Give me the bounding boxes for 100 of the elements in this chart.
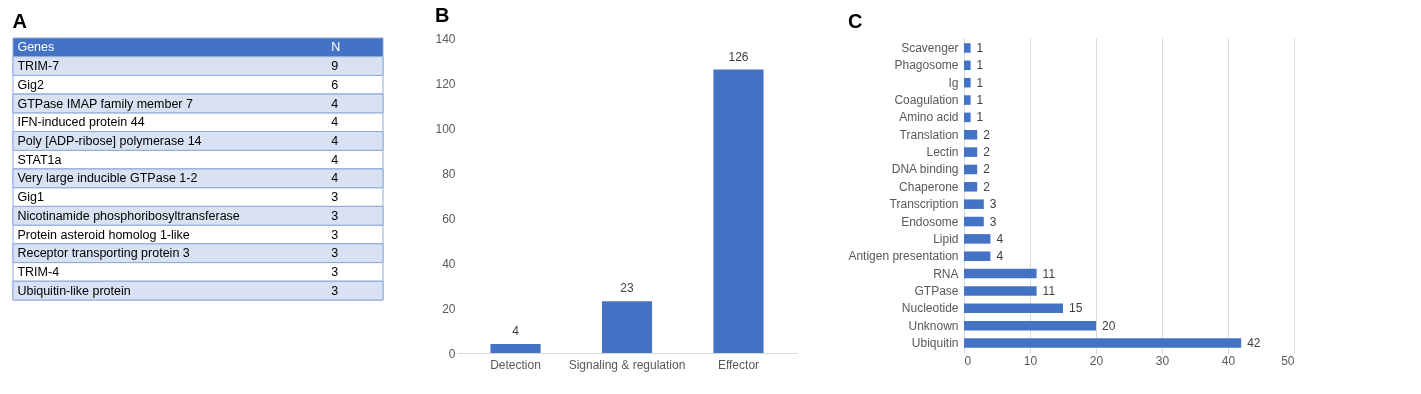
y-tick-label: Phagosome [894, 58, 959, 73]
category-label: TRIM-7 [17, 59, 60, 74]
text: Genes [17, 40, 55, 55]
data-label: 126 [728, 49, 749, 64]
y-tick-label: Amino acid [899, 110, 959, 125]
data-label: 3 [331, 227, 339, 242]
bar [964, 43, 971, 53]
bar [964, 268, 1037, 279]
bar [964, 199, 984, 209]
y-tick-label: 20 [442, 301, 456, 316]
data-label: 4 [331, 96, 339, 111]
x-tick-label: 0 [964, 353, 972, 368]
data-label: 2 [983, 127, 991, 142]
bar [964, 77, 971, 88]
bar [964, 234, 991, 244]
category-label: Receptor transporting protein 3 [17, 246, 190, 261]
bar [964, 164, 978, 175]
data-label: 3 [331, 246, 339, 261]
bar [964, 286, 1037, 296]
y-tick-label: Antigen presentation [848, 249, 959, 264]
y-tick-label: Translation [899, 127, 959, 142]
category-label: Gig2 [17, 77, 44, 92]
category-label: IFN-induced protein 44 [17, 115, 145, 130]
bar [964, 147, 978, 157]
chart-title: B [434, 4, 450, 26]
bar [490, 344, 541, 353]
bar [964, 129, 978, 140]
x-tick-label: 10 [1023, 353, 1038, 368]
data-label: 3 [331, 190, 339, 205]
category-label: Poly [ADP-ribose] polymerase 14 [17, 133, 202, 148]
x-tick-label: 30 [1155, 353, 1170, 368]
data-label: 4 [512, 324, 520, 338]
x-tick-label: 50 [1281, 353, 1295, 368]
data-label: 4 [331, 171, 339, 186]
data-label: 4 [331, 152, 339, 167]
data-label: 3 [989, 197, 997, 212]
y-tick-label: Lipid [933, 231, 959, 246]
x-tick-label: 40 [1221, 353, 1236, 368]
data-label: 3 [989, 214, 997, 229]
bar [964, 338, 1242, 348]
text: A [12, 9, 27, 32]
bar [964, 182, 978, 192]
y-tick-label: Ubiquitin [911, 336, 959, 351]
bar [601, 301, 653, 353]
category-label: TRIM-4 [17, 264, 60, 279]
y-tick-label: 40 [442, 256, 456, 271]
y-tick-label: 60 [442, 211, 456, 226]
y-tick-label: 80 [442, 166, 456, 181]
category-label: Ubiquitin-like protein [17, 283, 131, 298]
category-label: Nicotinamide phosphoribosyltransferase [17, 208, 240, 223]
category-label: GTPase IMAP family member 7 [17, 96, 193, 111]
data-label: 1 [976, 110, 984, 125]
y-tick-label: Endosome [901, 214, 959, 229]
category-label: STAT1a [17, 152, 62, 167]
bar [964, 60, 971, 71]
x-tick-label: Signaling & regulation [568, 357, 686, 372]
bar [964, 303, 1063, 314]
data-label: 1 [976, 93, 984, 108]
data-label: 3 [331, 283, 339, 298]
bar [964, 320, 1096, 331]
category-label: Very large inducible GTPase 1-2 [17, 171, 198, 186]
y-tick-label: 120 [435, 76, 456, 91]
data-label: 4 [996, 231, 1004, 246]
y-tick-label: DNA binding [891, 162, 959, 177]
y-tick-label: Coagulation [894, 93, 959, 108]
data-label: 4 [331, 133, 339, 148]
data-label: 20 [1102, 318, 1116, 333]
data-label: 15 [1069, 301, 1083, 316]
data-label: 1 [976, 75, 984, 90]
bar [713, 69, 764, 353]
data-label: 6 [331, 77, 339, 92]
bar [964, 216, 984, 227]
y-tick-label: Unknown [908, 318, 959, 333]
bar [964, 95, 971, 105]
text: N [331, 40, 341, 55]
data-label: 11 [1042, 266, 1056, 281]
data-label: 9 [331, 59, 339, 74]
x-tick-label: Detection [490, 357, 541, 372]
data-label: 2 [983, 145, 991, 160]
y-tick-label: 140 [435, 31, 456, 46]
data-label: 23 [620, 281, 634, 296]
category-label: Protein asteroid homolog 1-like [17, 227, 190, 242]
y-tick-label: Ig [948, 75, 959, 90]
data-label: 4 [996, 249, 1004, 264]
y-tick-label: 100 [435, 121, 456, 136]
y-tick-label: Scavenger [901, 40, 959, 55]
data-label: 42 [1247, 336, 1261, 351]
bar [964, 112, 971, 123]
data-label: 1 [976, 58, 984, 73]
y-tick-label: RNA [933, 266, 959, 281]
data-label: 11 [1042, 283, 1056, 298]
chart-title: C [847, 10, 863, 32]
category-label: Gig1 [17, 190, 44, 205]
data-label: 3 [331, 208, 339, 223]
y-tick-label: Nucleotide [901, 301, 959, 316]
y-tick-label: Transcription [889, 197, 959, 212]
data-label: 4 [331, 115, 339, 130]
data-label: 2 [983, 179, 991, 194]
x-tick-label: Effector [717, 357, 760, 372]
data-label: 1 [976, 40, 984, 55]
